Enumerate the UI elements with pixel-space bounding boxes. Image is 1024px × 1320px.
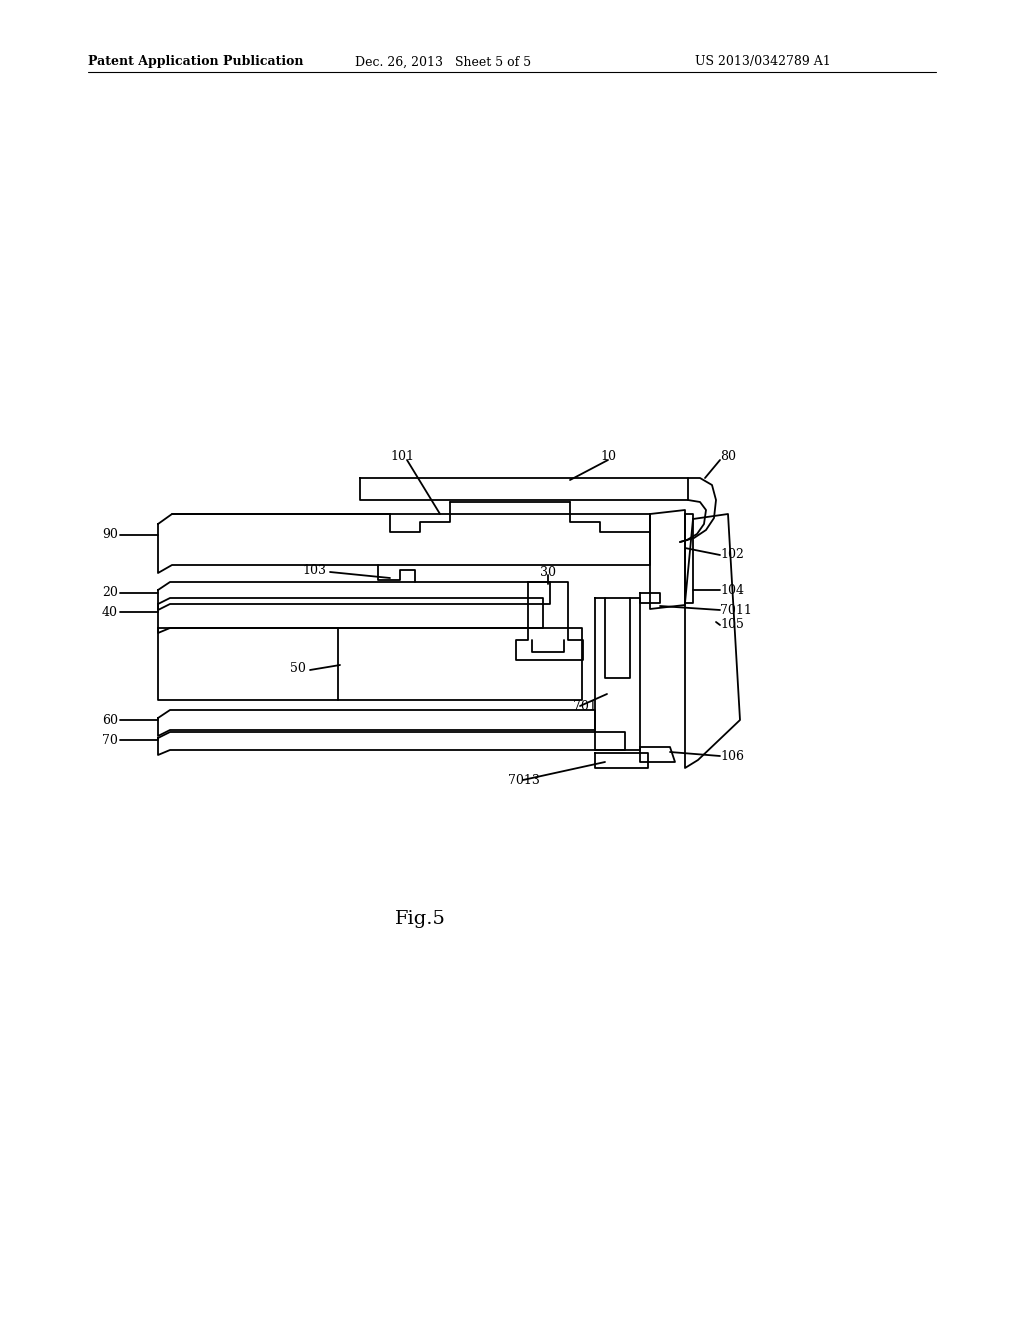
Text: 30: 30 (540, 565, 556, 578)
Text: 101: 101 (390, 450, 414, 462)
Text: 7011: 7011 (720, 603, 752, 616)
Text: 103: 103 (302, 564, 326, 577)
Text: 7013: 7013 (508, 774, 540, 787)
Text: 40: 40 (102, 606, 118, 619)
Text: Dec. 26, 2013   Sheet 5 of 5: Dec. 26, 2013 Sheet 5 of 5 (355, 55, 531, 69)
Text: 104: 104 (720, 583, 744, 597)
Text: Patent Application Publication: Patent Application Publication (88, 55, 303, 69)
Text: 701: 701 (573, 700, 597, 713)
Text: 80: 80 (720, 450, 736, 462)
Text: 105: 105 (720, 619, 743, 631)
Text: 50: 50 (290, 661, 306, 675)
Text: 90: 90 (102, 528, 118, 541)
Text: 60: 60 (102, 714, 118, 726)
Text: 102: 102 (720, 549, 743, 561)
Text: 20: 20 (102, 586, 118, 599)
Text: 106: 106 (720, 750, 744, 763)
Text: 10: 10 (600, 450, 616, 462)
Text: Fig.5: Fig.5 (395, 909, 445, 928)
Text: US 2013/0342789 A1: US 2013/0342789 A1 (695, 55, 830, 69)
Text: 70: 70 (102, 734, 118, 747)
